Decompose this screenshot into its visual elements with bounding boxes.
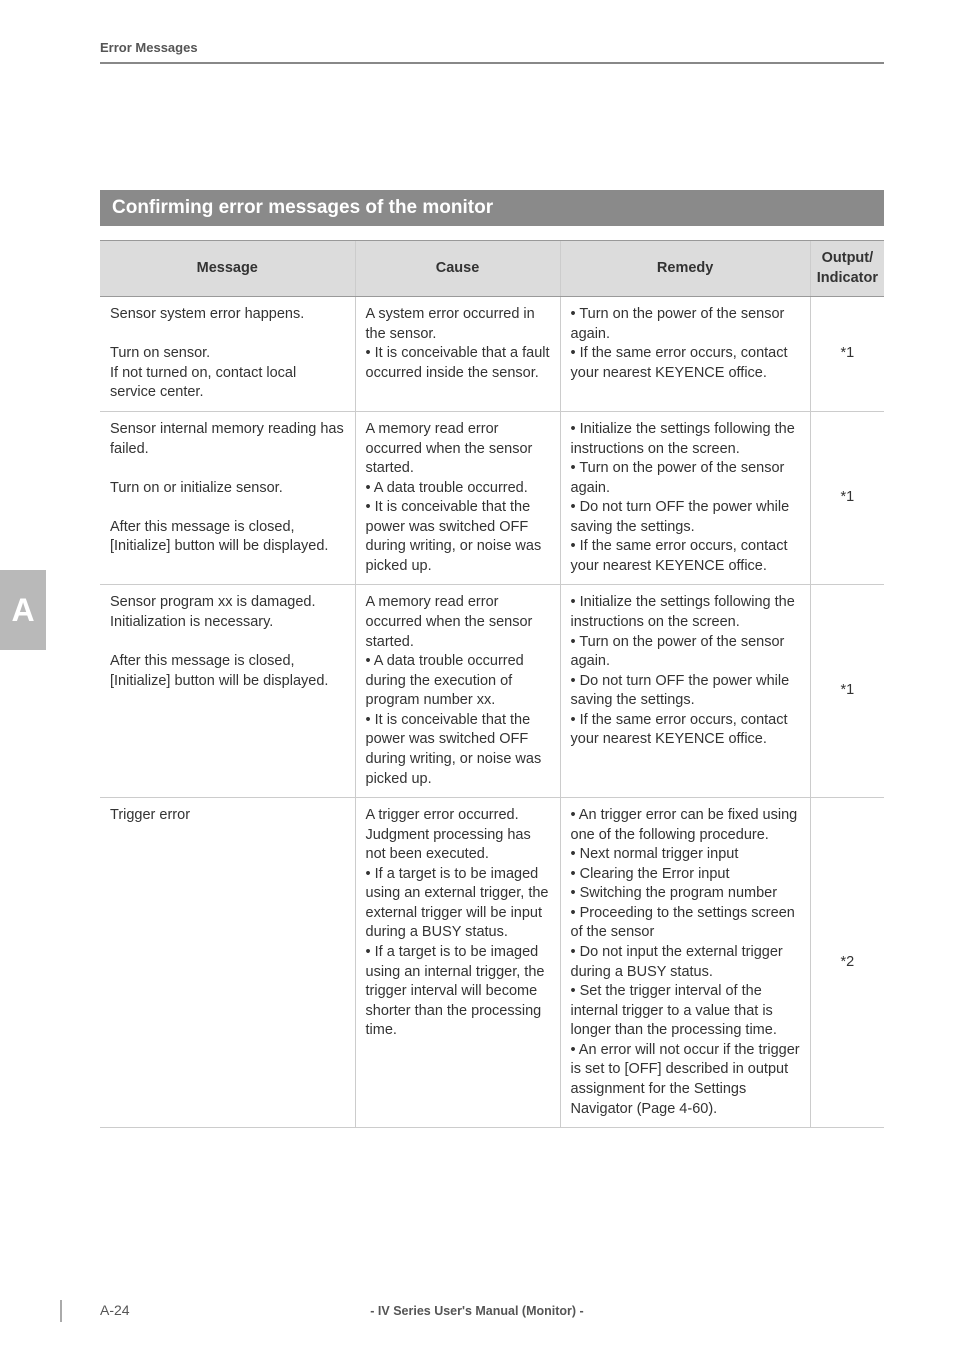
error-table: Message Cause Remedy Output/ Indicator S… xyxy=(100,240,884,1128)
cell-output: *2 xyxy=(810,798,884,1128)
th-cause: Cause xyxy=(355,241,560,297)
table-row: Sensor internal memory reading has faile… xyxy=(100,411,884,585)
cell-remedy: • Turn on the power of the sensor again.… xyxy=(560,297,810,412)
side-tab: A xyxy=(0,570,46,650)
cell-message: Sensor internal memory reading has faile… xyxy=(100,411,355,585)
cell-remedy: • An trigger error can be fixed using on… xyxy=(560,798,810,1128)
cell-cause: A trigger error occurred. Judgment proce… xyxy=(355,798,560,1128)
header-rule xyxy=(100,62,884,64)
error-table-wrap: Message Cause Remedy Output/ Indicator S… xyxy=(100,240,884,1128)
cell-cause: A memory read error occurred when the se… xyxy=(355,411,560,585)
page-number: A-24 xyxy=(100,1302,130,1318)
section-title-bar: Confirming error messages of the monitor xyxy=(100,190,884,226)
cell-output: *1 xyxy=(810,585,884,798)
cell-message: Sensor system error happens. Turn on sen… xyxy=(100,297,355,412)
table-row: Sensor system error happens. Turn on sen… xyxy=(100,297,884,412)
cell-cause: A memory read error occurred when the se… xyxy=(355,585,560,798)
footer-bar xyxy=(60,1300,62,1322)
cell-remedy: • Initialize the settings following the … xyxy=(560,585,810,798)
footer: A-24 - IV Series User's Manual (Monitor)… xyxy=(0,1304,954,1318)
cell-message: Trigger error xyxy=(100,798,355,1128)
th-message: Message xyxy=(100,241,355,297)
cell-message: Sensor program xx is damaged. Initializa… xyxy=(100,585,355,798)
table-row: Sensor program xx is damaged. Initializa… xyxy=(100,585,884,798)
cell-output: *1 xyxy=(810,411,884,585)
th-output: Output/ Indicator xyxy=(810,241,884,297)
th-remedy: Remedy xyxy=(560,241,810,297)
cell-remedy: • Initialize the settings following the … xyxy=(560,411,810,585)
table-header-row: Message Cause Remedy Output/ Indicator xyxy=(100,241,884,297)
cell-output: *1 xyxy=(810,297,884,412)
footer-center: - IV Series User's Manual (Monitor) - xyxy=(0,1304,954,1318)
cell-cause: A system error occurred in the sensor. •… xyxy=(355,297,560,412)
running-head: Error Messages xyxy=(100,40,198,55)
table-row: Trigger error A trigger error occurred. … xyxy=(100,798,884,1128)
